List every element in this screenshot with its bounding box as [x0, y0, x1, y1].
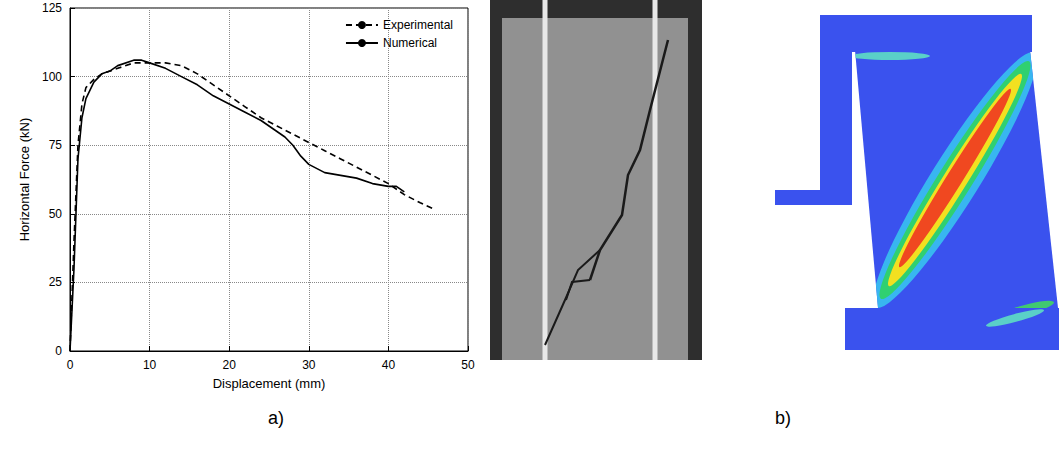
svg-text:125: 125: [42, 1, 62, 15]
svg-text:Experimental: Experimental: [383, 18, 453, 32]
svg-text:10: 10: [143, 358, 157, 372]
svg-text:0: 0: [67, 358, 74, 372]
svg-text:50: 50: [461, 358, 475, 372]
svg-text:25: 25: [49, 275, 63, 289]
html-text:a): a): [268, 408, 284, 428]
svg-text:Numerical: Numerical: [383, 36, 437, 50]
svg-text:20: 20: [223, 358, 237, 372]
svg-text:75: 75: [49, 138, 63, 152]
svg-text:Displacement (mm): Displacement (mm): [213, 376, 326, 391]
svg-text:40: 40: [382, 358, 396, 372]
svg-text:30: 30: [302, 358, 316, 372]
html-text:b): b): [775, 408, 791, 428]
svg-text:100: 100: [42, 70, 62, 84]
svg-text:Horizontal Force (kN): Horizontal Force (kN): [17, 118, 32, 242]
svg-text:0: 0: [55, 344, 62, 358]
svg-text:50: 50: [49, 207, 63, 221]
